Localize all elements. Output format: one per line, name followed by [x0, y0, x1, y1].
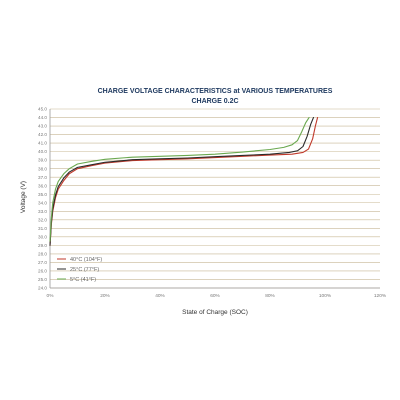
y-tick-label: 33.0	[38, 209, 47, 214]
y-tick-label: 45.0	[38, 107, 47, 112]
x-axis-label: State of Charge (SOC)	[182, 309, 248, 316]
series-lines	[49, 116, 319, 246]
y-tick-label: 25.0	[38, 277, 47, 282]
x-tick-label: 40%	[155, 293, 165, 299]
y-tick-label: 39.0	[38, 158, 47, 163]
y-tick-label: 41.0	[38, 141, 47, 146]
x-axis-ticks: 0% 20% 40% 60% 80% 100% 120%	[47, 293, 387, 299]
y-tick-label: 37.0	[38, 175, 47, 180]
y-axis-ticks: 24.0 25.0 26.0 27.0 28.0 29.0 30.0 31.0 32.0 33.0…	[38, 107, 47, 291]
y-tick-label: 31.0	[38, 226, 47, 231]
legend-label-25c: 25°C (77°F)	[70, 267, 99, 273]
series-line-2	[49, 116, 310, 242]
y-tick-label: 30.0	[38, 234, 47, 239]
grid	[50, 108, 380, 289]
axes	[49, 109, 380, 289]
y-tick-label: 27.0	[38, 260, 47, 265]
y-tick-label: 44.0	[38, 115, 47, 120]
y-axis-label: Voltage (V)	[20, 181, 27, 213]
y-tick-label: 28.0	[38, 252, 47, 257]
y-tick-label: 26.0	[38, 269, 47, 274]
legend-label-5c: 5°C (41°F)	[70, 277, 96, 283]
x-tick-label: 120%	[374, 293, 387, 299]
y-tick-label: 32.0	[38, 217, 47, 222]
chart-subtitle: CHARGE 0.2C	[191, 98, 238, 105]
x-tick-label: 100%	[319, 293, 332, 299]
y-tick-label: 34.0	[38, 200, 47, 205]
legend-label-40c: 40°C (104°F)	[70, 257, 102, 263]
chart-title: CHARGE VOLTAGE CHARACTERISTICS at VARIOU…	[98, 88, 333, 95]
y-tick-label: 35.0	[38, 192, 47, 197]
y-tick-label: 24.0	[38, 286, 47, 291]
y-tick-label: 29.0	[38, 243, 47, 248]
x-tick-label: 0%	[47, 293, 55, 299]
x-tick-label: 80%	[265, 293, 275, 299]
y-tick-label: 42.0	[38, 132, 47, 137]
y-tick-label: 40.0	[38, 149, 47, 154]
x-tick-label: 60%	[210, 293, 220, 299]
x-tick-label: 20%	[100, 293, 110, 299]
series-line-0	[49, 116, 319, 246]
y-tick-label: 43.0	[38, 124, 47, 129]
series-line-1	[49, 116, 314, 246]
legend: 40°C (104°F) 25°C (77°F) 5°C (41°F)	[57, 257, 102, 283]
y-tick-label: 36.0	[38, 183, 47, 188]
y-tick-label: 38.0	[38, 166, 47, 171]
